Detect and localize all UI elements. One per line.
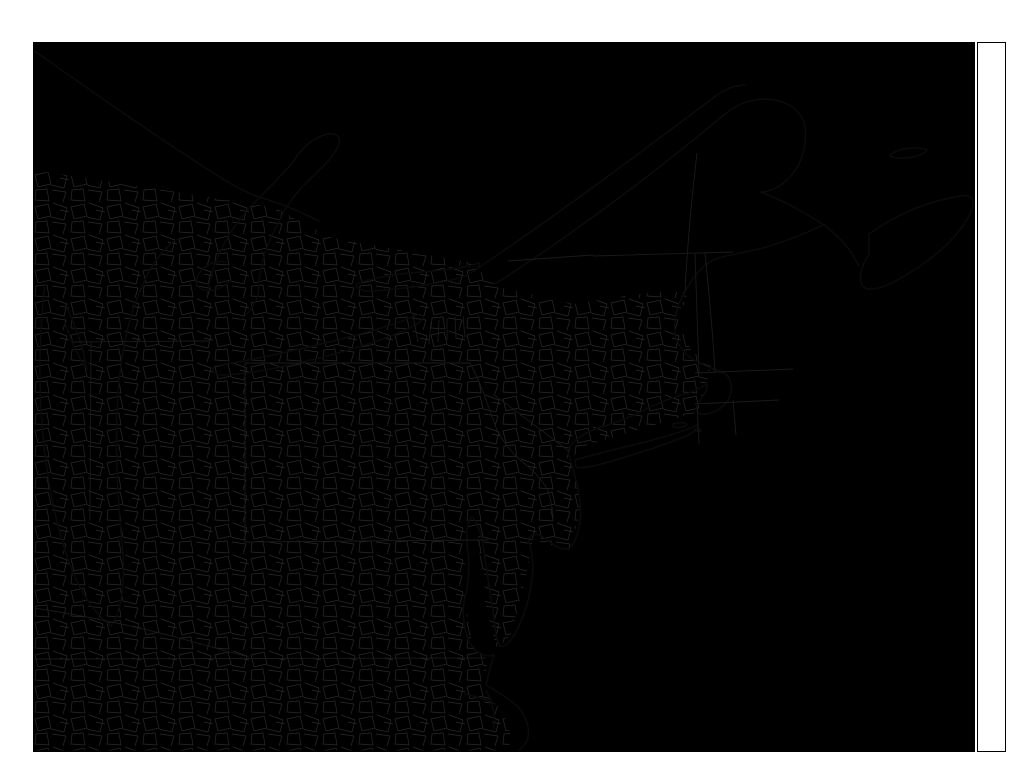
state-borders: [33, 152, 794, 660]
map-frame: [33, 42, 975, 752]
map-border: [33, 42, 975, 752]
precipitation-map: [33, 42, 975, 752]
offshore-green-transition: [769, 340, 908, 752]
colorbar: [977, 42, 1006, 752]
coastlines: [33, 49, 974, 752]
